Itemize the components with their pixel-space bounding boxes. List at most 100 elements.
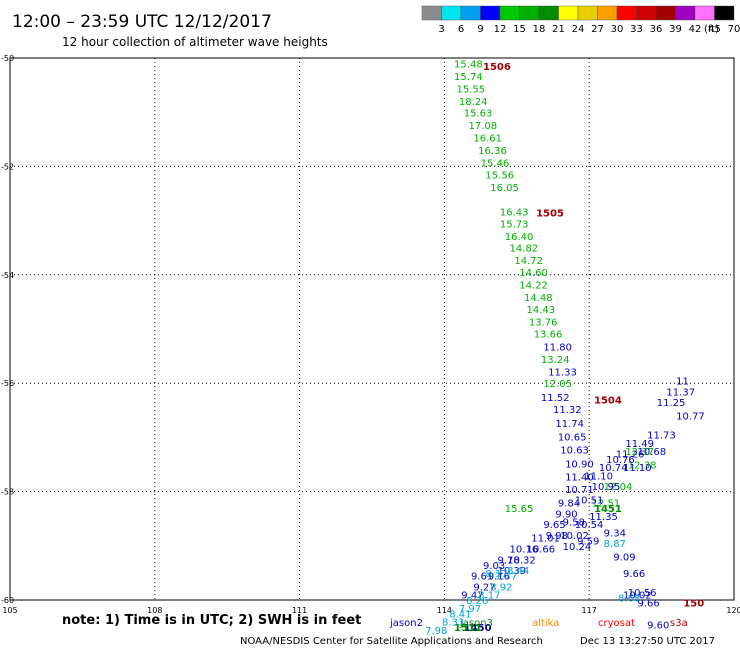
colorbar-label: 12 — [494, 24, 507, 35]
wave-height-label: 10.90 — [565, 459, 594, 470]
colorbar-label: 36 — [650, 24, 663, 35]
colorbar-swatch — [694, 5, 715, 21]
wave-height-label: 8.87 — [604, 539, 626, 550]
grid-lines — [10, 58, 734, 600]
wave-height-label: 9.78 — [497, 555, 519, 566]
wave-height-label: 15.63 — [464, 109, 493, 120]
colorbar-swatch — [597, 5, 618, 21]
wave-height-label: 12.37 — [625, 447, 654, 458]
colorbar-swatch — [499, 5, 520, 21]
y-tick-label: -58 — [1, 488, 14, 497]
wave-height-label: 11.32 — [553, 405, 582, 416]
wave-height-label: 10.65 — [558, 432, 587, 443]
colorbar-label: 27 — [591, 24, 604, 35]
colorbar-label: 24 — [572, 24, 585, 35]
wave-height-label: 16.61 — [473, 134, 502, 145]
wave-height-label: 11.74 — [555, 419, 584, 430]
wave-height-label: 7.98 — [425, 626, 447, 637]
pass-number-label: 1506 — [483, 62, 511, 73]
satellite-legend-item: jason2 — [389, 618, 423, 629]
satellite-legend-item: s3a — [670, 618, 688, 629]
wave-height-label: 11.80 — [543, 342, 572, 353]
wave-height-label: 11.52 — [541, 393, 570, 404]
wave-height-label: 16.43 — [500, 207, 529, 218]
x-tick-label: 111 — [292, 606, 307, 615]
wave-height-label: 9.58 — [563, 517, 585, 528]
colorbar-label: 3 — [438, 24, 444, 35]
colorbar-swatch — [636, 5, 657, 21]
wave-height-label: 8.92 — [490, 582, 512, 593]
wave-height-label: 10.02 — [560, 531, 589, 542]
wave-height-label: 9.61 — [471, 572, 493, 583]
wave-height-label: 16.36 — [478, 146, 507, 157]
colorbar-label: 70 — [728, 24, 740, 35]
pass-number-label: 150 — [683, 599, 704, 610]
pass-number-label: 1511 — [454, 623, 482, 634]
footnote: note: 1) Time is in UTC; 2) SWH is in fe… — [62, 613, 361, 628]
wave-height-label: 8.41 — [449, 610, 471, 621]
x-tick-label: 120 — [726, 606, 740, 615]
wave-height-label: 11 — [676, 376, 689, 387]
wave-height-label: 10.02 — [623, 591, 652, 602]
wave-height-label: 13.24 — [541, 355, 570, 366]
wave-height-label: 10.56 — [628, 588, 657, 599]
wave-height-label: 15.73 — [500, 219, 529, 230]
colorbar-swatch — [558, 5, 579, 21]
pass-number-label: 1505 — [536, 208, 564, 219]
wave-height-label: 9.98 — [546, 531, 568, 542]
wave-height-label: 12.38 — [628, 461, 657, 472]
colorbar-label: 39 — [669, 24, 682, 35]
wave-height-label: 11.49 — [625, 439, 654, 450]
wave-height-label: 10.76 — [606, 455, 635, 466]
x-tick-label: 105 — [2, 606, 17, 615]
wave-height-label: 11.37 — [666, 387, 695, 398]
colorbar-swatch — [519, 5, 540, 21]
wave-height-label: 8.68 — [618, 593, 640, 604]
y-tick-label: -56 — [1, 379, 14, 388]
satellite-legend-item: cryosat — [598, 618, 635, 629]
wave-height-label: 10.95 — [592, 482, 621, 493]
wave-height-label: 8.26 — [466, 596, 488, 607]
wave-height-label: 9.16 — [488, 572, 510, 583]
colorbar-swatch — [441, 5, 462, 21]
colorbar-unit: (ft) — [704, 24, 719, 35]
wave-height-label: 10.74 — [599, 463, 628, 474]
wave-height-label: 15.46 — [481, 159, 510, 170]
axis-ticks: 105 108 111 114 117 120 -50 -52 -54 -56 -58 -60 — [1, 54, 740, 615]
y-tick-label: -60 — [1, 596, 14, 605]
y-tick-label: -54 — [1, 271, 14, 280]
wave-height-label: 7.97 — [459, 604, 481, 615]
pass-number-label: 1450 — [464, 623, 492, 634]
wave-height-label: 14.72 — [514, 256, 543, 267]
x-tick-label: 114 — [437, 606, 452, 615]
wave-height-label: 9.34 — [604, 528, 626, 539]
wave-height-label: 10.63 — [560, 445, 589, 456]
wave-height-label: 9.27 — [473, 582, 495, 593]
wave-height-label: 11.10 — [584, 471, 613, 482]
wave-height-label: 10.32 — [507, 555, 536, 566]
colorbar-label: 30 — [611, 24, 624, 35]
wave-height-label: 9.03 — [483, 561, 505, 572]
wave-height-label: 10.51 — [575, 496, 604, 507]
wave-height-label: 10.39 — [497, 566, 526, 577]
colorbar-swatch — [480, 5, 501, 21]
wave-height-label: 10.68 — [637, 447, 666, 458]
wave-height-label: 14.48 — [524, 293, 553, 304]
wave-height-label: 8.44 — [507, 566, 529, 577]
satellite-legend-item: altika — [532, 618, 559, 629]
wave-height-label: 11.33 — [548, 367, 577, 378]
colorbar-swatch — [655, 5, 676, 21]
colorbar-label: 42 — [689, 24, 702, 35]
wave-height-label: 11.25 — [657, 398, 686, 409]
pass-number-label: 1504 — [594, 395, 622, 406]
wave-height-label: 9.66 — [623, 569, 645, 580]
wave-height-label: 9.09 — [613, 553, 635, 564]
wave-height-label: 15.55 — [456, 84, 485, 95]
wave-height-label: 13.76 — [529, 317, 558, 328]
colorbar-label: 6 — [458, 24, 464, 35]
wave-height-label: 11.35 — [589, 512, 618, 523]
satellite-legend-item: jason3 — [459, 618, 493, 629]
colorbar-label: 45 — [708, 24, 721, 35]
